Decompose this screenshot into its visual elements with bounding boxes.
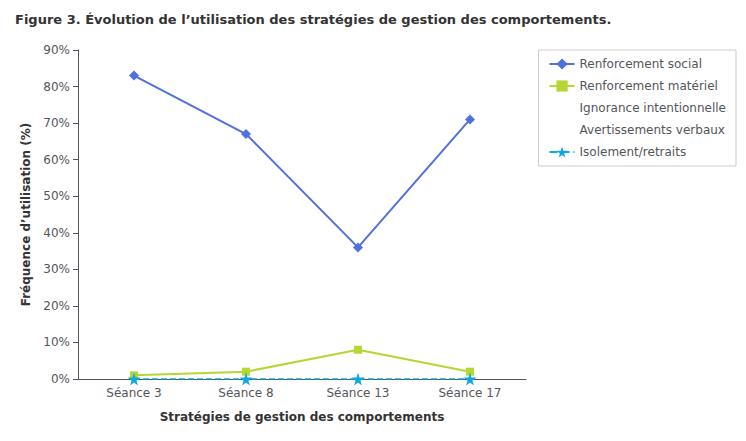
svg-text:Ignorance intentionnelle: Ignorance intentionnelle [580,101,726,115]
svg-text:Séance 13: Séance 13 [326,386,389,400]
svg-text:Figure 3. Évolution de l’utili: Figure 3. Évolution de l’utilisation des… [15,12,611,27]
svg-text:30%: 30% [43,262,70,276]
svg-text:Séance 8: Séance 8 [218,386,273,400]
svg-text:Séance 17: Séance 17 [438,386,501,400]
svg-text:Séance 3: Séance 3 [106,386,161,400]
svg-text:Renforcement matériel: Renforcement matériel [580,79,718,93]
svg-text:Renforcement social: Renforcement social [580,57,702,71]
svg-text:Fréquence d’utilisation (%): Fréquence d’utilisation (%) [19,123,33,307]
svg-text:Avertissements verbaux: Avertissements verbaux [580,123,725,137]
svg-text:40%: 40% [43,226,70,240]
svg-text:80%: 80% [43,80,70,94]
svg-text:20%: 20% [43,299,70,313]
svg-text:Stratégies de gestion des comp: Stratégies de gestion des comportements [160,410,445,424]
svg-text:60%: 60% [43,153,70,167]
svg-text:10%: 10% [43,335,70,349]
svg-text:70%: 70% [43,116,70,130]
svg-text:0%: 0% [51,372,70,386]
svg-text:50%: 50% [43,189,70,203]
svg-text:Isolement/retraits: Isolement/retraits [580,145,687,159]
svg-text:90%: 90% [43,43,70,57]
